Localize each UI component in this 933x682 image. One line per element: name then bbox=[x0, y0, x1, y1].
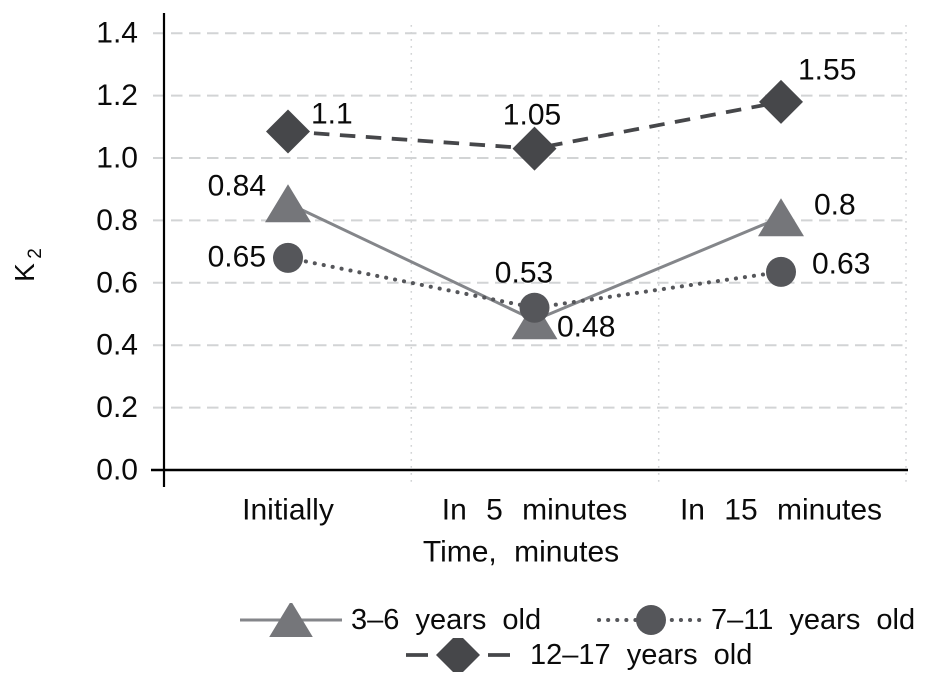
x-tick-label: In 5 minutes bbox=[442, 494, 627, 527]
legend-marker-triangle bbox=[269, 603, 313, 637]
data-label: 0.8 bbox=[814, 189, 856, 222]
y-axis-title-main: K bbox=[9, 263, 40, 282]
x-tick-label: In 15 minutes bbox=[680, 494, 882, 527]
marker-circle-1 bbox=[519, 292, 550, 323]
x-tick-label: Initially bbox=[242, 494, 334, 527]
tick-label-layer: 0.0 0.2 0.4 0.6 0.8 1.0 1.2 1.4 Initially In 5 mi… bbox=[96, 17, 882, 527]
marker-triangle-2 bbox=[758, 198, 804, 237]
legend-marker-circle bbox=[636, 605, 666, 635]
data-label: 1.55 bbox=[798, 54, 856, 87]
marker-circle-0 bbox=[273, 242, 303, 273]
legend-marker-diamond bbox=[436, 638, 480, 672]
marker-circle-2 bbox=[766, 256, 796, 287]
legend-label: 3–6 years old bbox=[351, 603, 542, 636]
series-line-circle bbox=[286, 255, 783, 310]
legend-swatch-diamond bbox=[406, 638, 510, 672]
y-axis-title-subscript: 2 bbox=[25, 248, 46, 259]
marker-diamond-2 bbox=[759, 79, 803, 124]
y-tick-label: 0.4 bbox=[96, 329, 138, 362]
data-label: 0.53 bbox=[495, 257, 553, 290]
data-label: 0.63 bbox=[812, 248, 870, 281]
data-label: 0.65 bbox=[208, 241, 266, 274]
legend-label: 12–17 years old bbox=[530, 638, 753, 671]
axes-layer bbox=[151, 13, 908, 487]
y-tick-label: 1.0 bbox=[96, 142, 138, 175]
y-tick-label: 0.6 bbox=[96, 266, 138, 299]
data-label: 0.48 bbox=[557, 311, 615, 344]
y-tick-label: 1.2 bbox=[96, 79, 138, 112]
data-label: 1.05 bbox=[503, 99, 561, 132]
x-axis-title: Time, minutes bbox=[423, 536, 619, 569]
data-label: 0.84 bbox=[208, 170, 266, 203]
legend-swatch-triangle bbox=[240, 603, 342, 637]
marker-diamond-0 bbox=[266, 109, 310, 154]
marker-diamond-1 bbox=[512, 126, 557, 171]
y-tick-label: 1.4 bbox=[96, 17, 138, 50]
legend-label: 7–11 years old bbox=[711, 603, 916, 636]
series-layer bbox=[265, 79, 804, 340]
y-tick-label: 0.2 bbox=[96, 391, 138, 424]
legend-swatch-circle bbox=[597, 605, 705, 635]
marker-triangle-0 bbox=[265, 184, 311, 223]
y-tick-label: 0.8 bbox=[96, 204, 138, 237]
y-tick-label: 0.0 bbox=[96, 454, 138, 487]
y-axis-title: K 2 bbox=[9, 248, 46, 282]
data-label: 1.1 bbox=[311, 98, 353, 131]
